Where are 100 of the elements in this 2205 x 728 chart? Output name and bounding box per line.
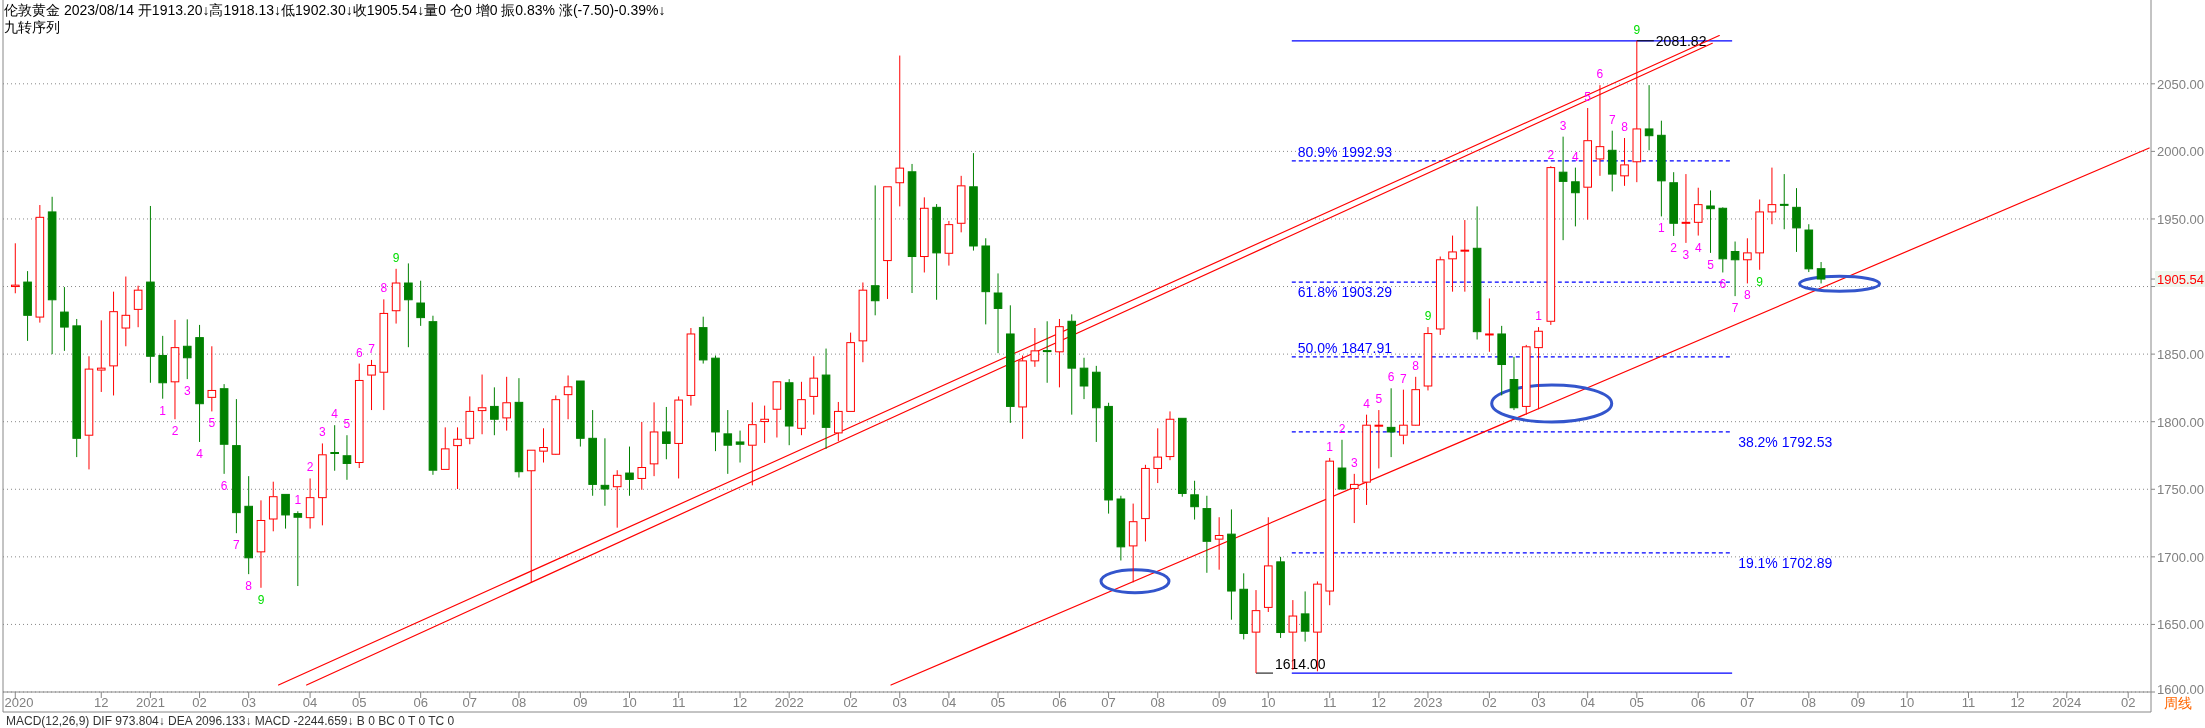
x-tick-label: 06 <box>1691 695 1706 710</box>
x-tick-label: 11 <box>1961 695 1976 710</box>
ref-line-label: 61.8% 1903.29 <box>1297 284 1393 301</box>
y-tick-label: 1700.00 <box>2157 549 2204 565</box>
x-tick-label: 08 <box>511 695 527 710</box>
annotation: 9 <box>1756 274 1764 289</box>
annotation: 5 <box>208 416 216 431</box>
annotation: 6 <box>220 478 228 493</box>
annotation: 3 <box>319 425 327 440</box>
annotation: 4 <box>331 407 339 422</box>
x-tick-label: 05 <box>990 695 1006 710</box>
y-tick-label: 1750.00 <box>2157 482 2204 498</box>
annotation: 8 <box>1621 119 1629 134</box>
x-tick-label: 05 <box>352 695 367 710</box>
x-tick-label: 04 <box>941 695 957 710</box>
x-tick-label: 04 <box>1580 695 1595 710</box>
annotation: 4 <box>1694 240 1702 255</box>
annotation: 4 <box>1363 396 1371 411</box>
text: MACD(12,26,9) DIF 973.804↓ DEA 2096.133↓ MACD -2244.659↓ B 0 BC 0 T 0 TC 0 <box>6 714 455 728</box>
x-tick-label: 03 <box>1531 695 1546 710</box>
x-tick-label: 02 <box>1482 695 1497 710</box>
annotation: 8 <box>245 579 253 594</box>
annotation: 3 <box>1350 455 1358 470</box>
annotation: 4 <box>1572 149 1580 164</box>
y-tick-label: 1800.00 <box>2157 414 2204 430</box>
annotation: 5 <box>1707 257 1715 272</box>
annotation: 6 <box>1719 277 1727 292</box>
annotation: 7 <box>1608 112 1616 127</box>
annotation: 1 <box>159 403 167 418</box>
x-tick-label: 10 <box>1261 695 1276 710</box>
chart-title: 伦敦黄金 2023/08/14 开1913.20↓高1918.13↓低1902.30↓收1905.54↓量0 仓0 增0 振0.83% 涨(-7.50)-0.39%↓ <box>4 2 666 18</box>
x-tick-label: 2023 <box>1413 695 1443 710</box>
annotation: 1 <box>1658 221 1666 236</box>
x-tick-label: 06 <box>1052 695 1067 710</box>
text: 九转序列 <box>4 19 60 35</box>
ref-line-label: 50.0% 1847.91 <box>1297 339 1393 356</box>
annotation: 2 <box>171 424 179 439</box>
x-tick-label: 04 <box>302 695 318 710</box>
x-tick-label: 2021 <box>135 695 165 710</box>
annotation: 1 <box>1326 439 1334 454</box>
x-tick-label: 02 <box>192 695 207 710</box>
annotation: 6 <box>355 345 363 360</box>
x-tick-label: 08 <box>1150 695 1165 710</box>
annotation: 7 <box>233 538 241 553</box>
x-tick-label: 03 <box>892 695 907 710</box>
y-tick-label: 2000.00 <box>2157 144 2204 160</box>
annotation: 2 <box>1670 240 1678 255</box>
ref-line-label: 38.2% 1792.53 <box>1738 433 1833 450</box>
y-tick-label: 1650.00 <box>2157 617 2204 633</box>
annotation: 3 <box>1559 118 1567 133</box>
x-tick-label: 06 <box>413 695 428 710</box>
annotation: 8 <box>380 281 388 296</box>
annotation: 3 <box>183 384 191 399</box>
x-tick-label: 09 <box>573 695 588 710</box>
annotation: 6 <box>1387 370 1395 385</box>
annotation: 3 <box>1682 247 1690 262</box>
ref-line-label: 19.1% 1702.89 <box>1738 554 1833 571</box>
annotation: 2 <box>1547 148 1555 163</box>
x-tick-label: 12 <box>732 695 748 710</box>
annotation: 9 <box>1633 22 1641 37</box>
y-tick-label: 1850.00 <box>2157 347 2204 363</box>
y-tick-label: 1905.54 <box>2157 272 2204 288</box>
annotation: 4 <box>196 446 204 461</box>
x-tick-label: 02 <box>843 695 858 710</box>
annotation: 5 <box>343 417 351 432</box>
x-tick-label: 08 <box>1801 695 1817 710</box>
x-tick-label: 12 <box>94 695 109 710</box>
y-tick-label: 1600.00 <box>2157 682 2204 697</box>
x-tick-label: 07 <box>1101 695 1116 710</box>
annotation: 1 <box>1535 309 1543 324</box>
x-tick-label: 12 <box>2010 695 2025 710</box>
annotation: 1 <box>294 493 302 508</box>
x-tick-label: 07 <box>462 695 478 710</box>
annotation: 7 <box>1731 301 1739 316</box>
y-tick-label: 1950.00 <box>2157 211 2204 227</box>
annotation: 7 <box>1400 371 1408 386</box>
x-tick-label: 02 <box>2120 695 2136 710</box>
annotation: 5 <box>1375 392 1383 407</box>
x-tick-label: 10 <box>622 695 637 710</box>
y-tick-label: 2050.00 <box>2157 76 2204 92</box>
annotation: 2 <box>306 460 314 475</box>
x-tick-label: 12 <box>1371 695 1387 710</box>
x-tick-label: 09 <box>1211 695 1227 710</box>
x-tick-label: 2022 <box>774 695 804 710</box>
x-tick-label: 07 <box>1740 695 1755 710</box>
x-tick-label: 11 <box>671 695 686 710</box>
annotation: 8 <box>1744 288 1752 303</box>
x-tick-label: 2024 <box>2052 695 2082 710</box>
ref-line-label: 80.9% 1992.93 <box>1297 143 1393 160</box>
annotation: 8 <box>1412 358 1420 373</box>
annotation: 7 <box>368 341 376 356</box>
x-tick-label: 11 <box>1322 695 1337 710</box>
x-tick-label: 10 <box>1899 695 1915 710</box>
annotation: 9 <box>257 592 265 607</box>
x-tick-label: 03 <box>241 695 256 710</box>
x-tick-label: 2020 <box>4 695 34 710</box>
annotation: 9 <box>1424 309 1432 324</box>
x-tick-label: 09 <box>1850 695 1866 710</box>
annotation: 6 <box>1596 67 1604 82</box>
x-tick-label: 05 <box>1629 695 1645 710</box>
